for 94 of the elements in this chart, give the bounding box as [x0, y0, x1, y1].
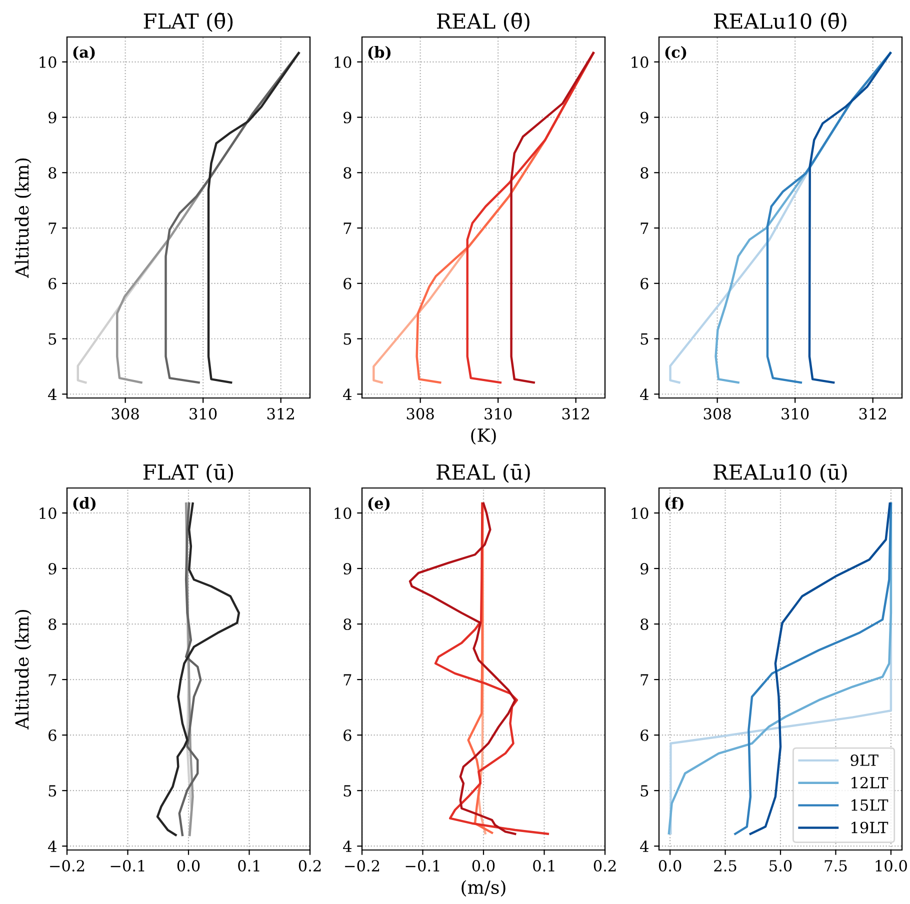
y-tick-label: 8 [640, 167, 648, 179]
x-tick-label: −0.2 [50, 860, 84, 872]
line-series [766, 52, 892, 384]
y-tick-label: 5 [48, 333, 56, 345]
x-tick-label: 312 [267, 408, 294, 420]
x-tick-label: −0.1 [406, 860, 440, 872]
y-tick-label: 4 [48, 840, 57, 852]
y-tick-label: 6 [344, 278, 352, 290]
chart-title: REALu10 (ū) [714, 464, 847, 483]
y-tick-label: 8 [640, 618, 648, 630]
y-tick-label: 5 [640, 333, 648, 345]
x-tick-label: −0.2 [345, 860, 380, 872]
legend-label: 9LT [850, 754, 878, 766]
y-tick-label: 6 [48, 278, 56, 290]
y-tick-label: 7 [48, 674, 56, 686]
x-tick-label: 5.0 [770, 860, 792, 872]
y-tick-label: 9 [640, 112, 648, 124]
legend-label: 19LT [852, 822, 888, 834]
y-tick-label: 10 [334, 56, 352, 68]
line-series [510, 52, 594, 384]
y-tick-label: 10 [334, 507, 352, 520]
y-tick-label: 9 [48, 562, 56, 575]
annotation: (a) [73, 46, 95, 60]
x-tick-label: 308 [406, 408, 434, 420]
y-tick-label: 4 [343, 840, 352, 852]
y-tick-label: 9 [344, 562, 352, 575]
x-tick-label: 0.2 [298, 860, 321, 872]
annotation: (b) [368, 46, 391, 60]
y-tick-label: 7 [344, 674, 352, 686]
y-tick-label: 5 [48, 785, 56, 797]
y-tick-label: 4 [48, 388, 57, 400]
annotation: (f) [665, 497, 684, 512]
chart-title: FLAT (θ̄) [144, 12, 233, 32]
y-tick-label: 4 [640, 840, 649, 852]
line-series [808, 52, 892, 384]
x-axis-title: (K) [471, 428, 496, 445]
y-axis-title: Altitude (km) [14, 610, 32, 730]
chart-title: REALu10 (θ̄) [714, 12, 846, 32]
y-tick-label: 5 [344, 785, 352, 797]
y-tick-label: 8 [344, 167, 352, 179]
chart-title: REAL (ū) [436, 464, 530, 483]
x-tick-label: 0.1 [238, 860, 260, 872]
line-series [207, 52, 300, 384]
line-series [434, 502, 550, 836]
y-tick-label: 10 [40, 507, 56, 520]
legend-label: 15LT [852, 799, 888, 811]
annotation: (d) [73, 497, 96, 512]
y-tick-label: 10 [632, 56, 648, 68]
x-axis-title: (m/s) [462, 880, 506, 897]
x-tick-label: 0.0 [658, 860, 682, 872]
annotation: (e) [368, 497, 390, 512]
y-tick-label: 4 [343, 388, 352, 400]
x-tick-label: −0.1 [110, 860, 144, 872]
y-tick-label: 7 [640, 222, 648, 234]
x-tick-label: 0.1 [533, 860, 554, 872]
chart-title: REAL (θ̄) [437, 12, 530, 32]
x-tick-label: 312 [562, 408, 589, 420]
y-tick-label: 9 [640, 562, 648, 575]
y-tick-label: 6 [48, 730, 56, 742]
chart-title: FLAT (ū) [143, 464, 234, 483]
x-tick-label: 312 [859, 408, 886, 420]
y-tick-label: 10 [40, 56, 56, 68]
y-tick-label: 8 [344, 618, 352, 630]
line-series [178, 502, 202, 836]
x-tick-label: 308 [112, 408, 139, 420]
x-tick-label: 310 [190, 408, 217, 420]
x-tick-label: 310 [484, 408, 512, 420]
y-tick-label: 10 [632, 507, 648, 520]
y-axis-title: Altitude (km) [14, 158, 32, 278]
y-tick-label: 5 [344, 333, 352, 345]
legend-label: 12LT [852, 776, 888, 788]
y-tick-label: 7 [48, 222, 56, 234]
y-tick-label: 6 [640, 730, 648, 742]
line-series [408, 502, 516, 836]
x-tick-label: 10.0 [876, 860, 907, 872]
y-tick-label: 4 [640, 388, 649, 400]
line-series [156, 502, 240, 836]
y-tick-label: 8 [48, 167, 56, 179]
x-tick-label: 7.5 [824, 860, 847, 872]
y-tick-label: 9 [48, 112, 56, 124]
annotation: (c) [665, 46, 686, 60]
x-tick-label: 0.0 [177, 860, 200, 872]
y-tick-label: 5 [640, 785, 648, 797]
x-tick-label: 310 [782, 408, 809, 420]
x-tick-label: 2.5 [714, 860, 736, 872]
y-tick-label: 6 [344, 730, 352, 742]
x-tick-label: 0.0 [472, 860, 495, 872]
y-tick-label: 6 [640, 278, 648, 290]
y-tick-label: 7 [344, 222, 352, 234]
y-tick-label: 7 [640, 674, 648, 686]
y-tick-label: 9 [344, 112, 352, 124]
x-tick-label: 308 [704, 408, 731, 420]
y-tick-label: 8 [48, 618, 56, 630]
x-tick-label: 0.2 [594, 860, 616, 872]
